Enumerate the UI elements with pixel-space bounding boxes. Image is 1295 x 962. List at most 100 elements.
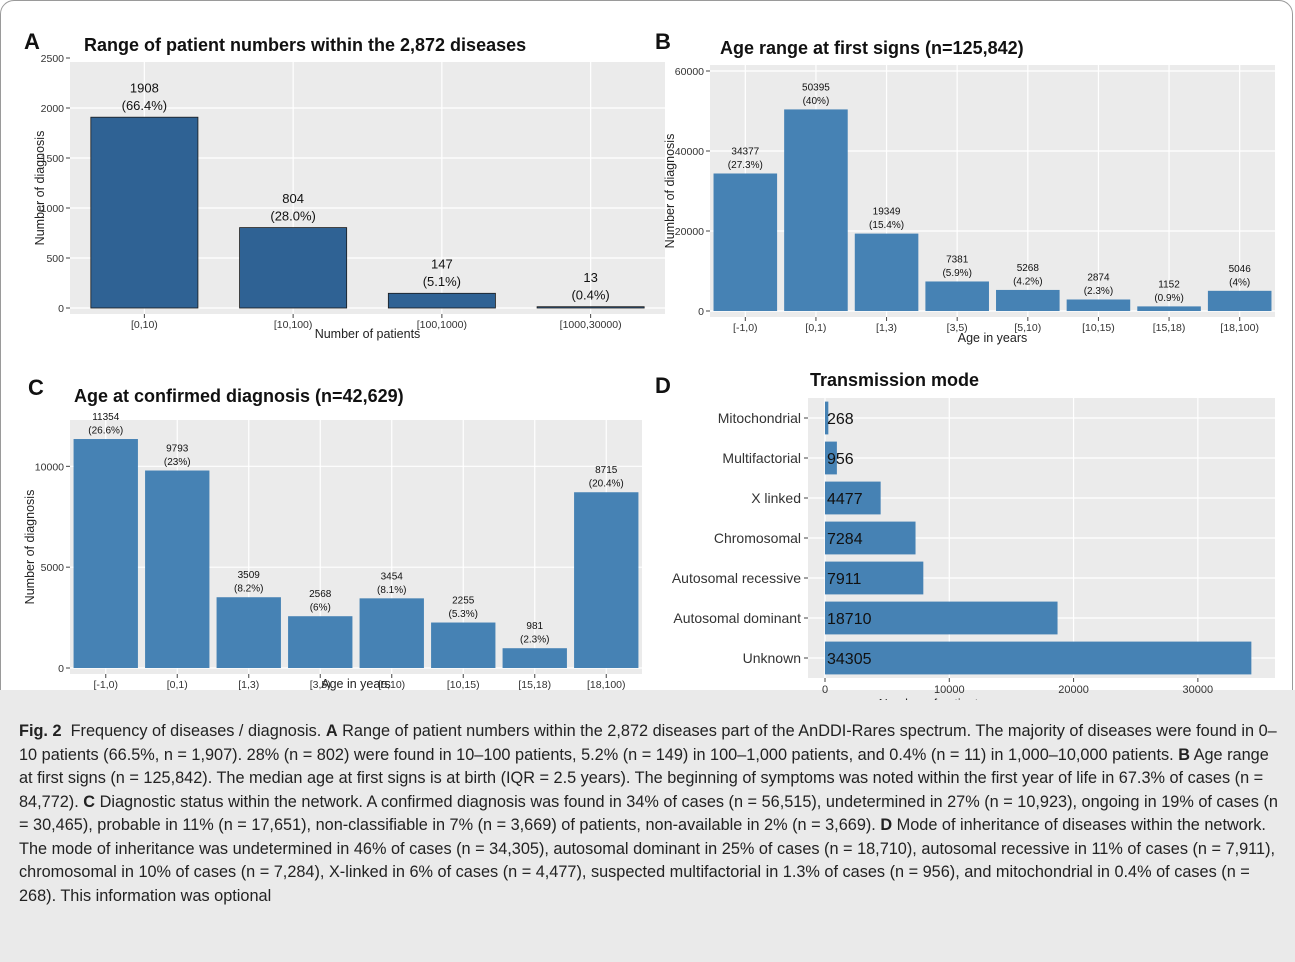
data-label-percent: (2.3%) — [520, 635, 549, 646]
bar — [1137, 306, 1201, 311]
x-tick-label: [18,100) — [587, 679, 626, 691]
bar — [288, 616, 353, 668]
bar — [536, 306, 645, 309]
x-tick-label: 0 — [822, 684, 828, 696]
data-label-value: 50395 — [802, 82, 830, 93]
data-label-value: 3454 — [381, 571, 404, 582]
data-label-percent: (2.3%) — [1084, 286, 1113, 297]
data-label-value: 13 — [583, 270, 597, 285]
data-label-value: 2568 — [309, 589, 332, 600]
x-tick-label: 10000 — [934, 684, 965, 696]
bar — [825, 601, 1058, 635]
data-label-percent: (20.4%) — [589, 479, 624, 490]
y-tick-label: 0 — [698, 306, 704, 318]
bar — [1066, 299, 1131, 311]
x-axis-title: Age in years — [958, 331, 1027, 345]
bar — [825, 561, 924, 595]
chart-title-D: Transmission mode — [810, 370, 979, 390]
x-tick-label: [0,1) — [805, 322, 826, 334]
y-tick-label: 40000 — [675, 146, 704, 158]
data-label-value: 18710 — [827, 611, 872, 628]
bar — [574, 492, 639, 668]
caption-title: Frequency of diseases / diagnosis. — [70, 722, 322, 740]
y-tick-label: 0 — [58, 303, 64, 315]
bar — [825, 441, 837, 475]
bar — [854, 233, 919, 311]
chart-title-B: Age range at first signs (n=125,842) — [720, 38, 1024, 58]
data-label-percent: (5.3%) — [449, 609, 478, 620]
data-label-value: 2255 — [452, 596, 475, 607]
data-label-percent: (0.4%) — [571, 288, 609, 303]
data-label-value: 5046 — [1229, 264, 1252, 275]
x-tick-label: [15,18) — [518, 679, 551, 691]
bar — [925, 281, 989, 311]
data-label-value: 7911 — [827, 571, 862, 588]
data-label-value: 2874 — [1087, 273, 1110, 284]
y-tick-label: 60000 — [675, 66, 704, 78]
x-tick-label: [10,15) — [1082, 322, 1115, 334]
data-label-value: 1152 — [1158, 279, 1180, 290]
bar — [784, 109, 848, 311]
bar — [825, 641, 1252, 675]
y-axis-title: Number of diagnosis — [33, 131, 47, 246]
x-tick-label: [0,10) — [131, 319, 158, 331]
caption-c-label: C — [83, 792, 96, 811]
category-label: Mitochondrial — [718, 410, 801, 426]
data-label-percent: (40%) — [803, 96, 830, 107]
data-label-value: 7381 — [946, 254, 969, 265]
data-label-value: 19349 — [873, 207, 901, 218]
data-label-percent: (6%) — [310, 603, 331, 614]
x-tick-label: [5,10) — [378, 679, 405, 691]
x-tick-label: [3,5) — [947, 322, 968, 334]
x-tick-label: [5,10) — [1014, 322, 1041, 334]
caption-a-label: A — [325, 722, 338, 740]
data-label-percent: (4%) — [1229, 277, 1250, 288]
x-tick-label: [-1,0) — [93, 679, 118, 691]
data-label-percent: (15.4%) — [869, 220, 904, 231]
x-tick-label: [1,3) — [238, 679, 259, 691]
panel-letter-B: B — [655, 29, 671, 54]
caption-b-label: B — [1178, 745, 1190, 764]
data-label-value: 4477 — [827, 491, 863, 508]
data-label-percent: (8.1%) — [377, 585, 406, 596]
bar — [713, 173, 778, 311]
data-label-percent: (5.1%) — [423, 274, 461, 289]
data-label-percent: (26.6%) — [88, 426, 123, 437]
chart-title-A: Range of patient numbers within the 2,87… — [84, 35, 526, 55]
data-label-percent: (0.9%) — [1154, 293, 1183, 304]
data-label-percent: (23%) — [164, 457, 191, 468]
y-tick-label: 1500 — [41, 153, 65, 165]
caption-b-text: Age range at first signs (n = 125,842). … — [19, 745, 1269, 811]
bar — [825, 481, 881, 515]
figure-caption: Fig. 2 Frequency of diseases / diagnosis… — [19, 720, 1284, 908]
chart-title-C: Age at confirmed diagnosis (n=42,629) — [74, 386, 404, 406]
y-tick-label: 5000 — [41, 562, 65, 574]
x-tick-label: [100,1000) — [417, 319, 467, 331]
x-tick-label: [18,100) — [1220, 322, 1259, 334]
x-tick-label: 20000 — [1058, 684, 1089, 696]
data-label-value: 981 — [526, 621, 543, 632]
x-tick-label: [10,15) — [447, 679, 480, 691]
bar — [359, 598, 424, 668]
data-label-value: 956 — [827, 451, 854, 468]
data-label-value: 34305 — [827, 651, 872, 668]
bar — [90, 116, 199, 309]
bar — [1207, 290, 1272, 311]
x-tick-label: [0,1) — [167, 679, 188, 691]
y-axis-title: Number of diagnosis — [23, 490, 37, 605]
caption-d-text: Mode of inheritance of diseases within t… — [19, 816, 1276, 905]
x-axis-title: Number of patients — [315, 327, 421, 341]
x-tick-label: [1000,30000) — [560, 319, 622, 331]
x-axis-title: Number of patients — [879, 697, 985, 700]
data-label-value: 9793 — [166, 444, 189, 455]
data-label-value: 804 — [282, 191, 304, 206]
y-tick-label: 2500 — [41, 53, 65, 65]
data-label-value: 5268 — [1017, 263, 1040, 274]
y-tick-label: 500 — [46, 253, 64, 265]
bar — [502, 648, 567, 668]
bar — [216, 597, 281, 668]
x-tick-label: [10,100) — [274, 319, 313, 331]
panel-letter-C: C — [28, 375, 44, 400]
caption-fig-label: Fig. 2 — [19, 722, 62, 740]
data-label-value: 3509 — [238, 570, 261, 581]
